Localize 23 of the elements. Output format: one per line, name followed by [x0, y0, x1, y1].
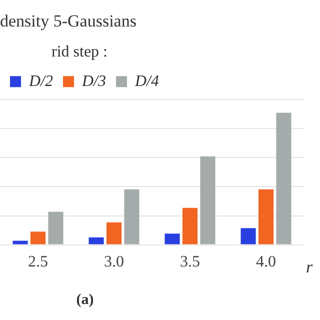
- bar: [240, 228, 256, 244]
- bar: [30, 232, 46, 244]
- bar: [12, 240, 28, 244]
- bar: [124, 189, 140, 244]
- x-tick-label: 3.5: [180, 254, 200, 271]
- bar: [88, 237, 104, 244]
- bar: [258, 189, 274, 244]
- x-axis-title: r: [306, 257, 313, 276]
- bar: [106, 222, 122, 244]
- text: (a): [76, 292, 94, 308]
- legend-label: D/4: [134, 72, 159, 90]
- chart-title: density 5-Gaussians: [0, 12, 136, 31]
- bar: [182, 208, 198, 244]
- legend-label: D/3: [81, 72, 106, 90]
- x-tick-label: 2.5: [28, 254, 48, 271]
- legend-title: rid step :: [52, 44, 108, 61]
- bar: [164, 234, 180, 244]
- x-tick-label: 3.0: [104, 254, 124, 271]
- bar: [48, 212, 64, 244]
- bar: [200, 156, 216, 244]
- legend-label: D/2: [28, 72, 53, 90]
- x-tick-label: 4.0: [256, 254, 276, 271]
- bar: [276, 112, 292, 244]
